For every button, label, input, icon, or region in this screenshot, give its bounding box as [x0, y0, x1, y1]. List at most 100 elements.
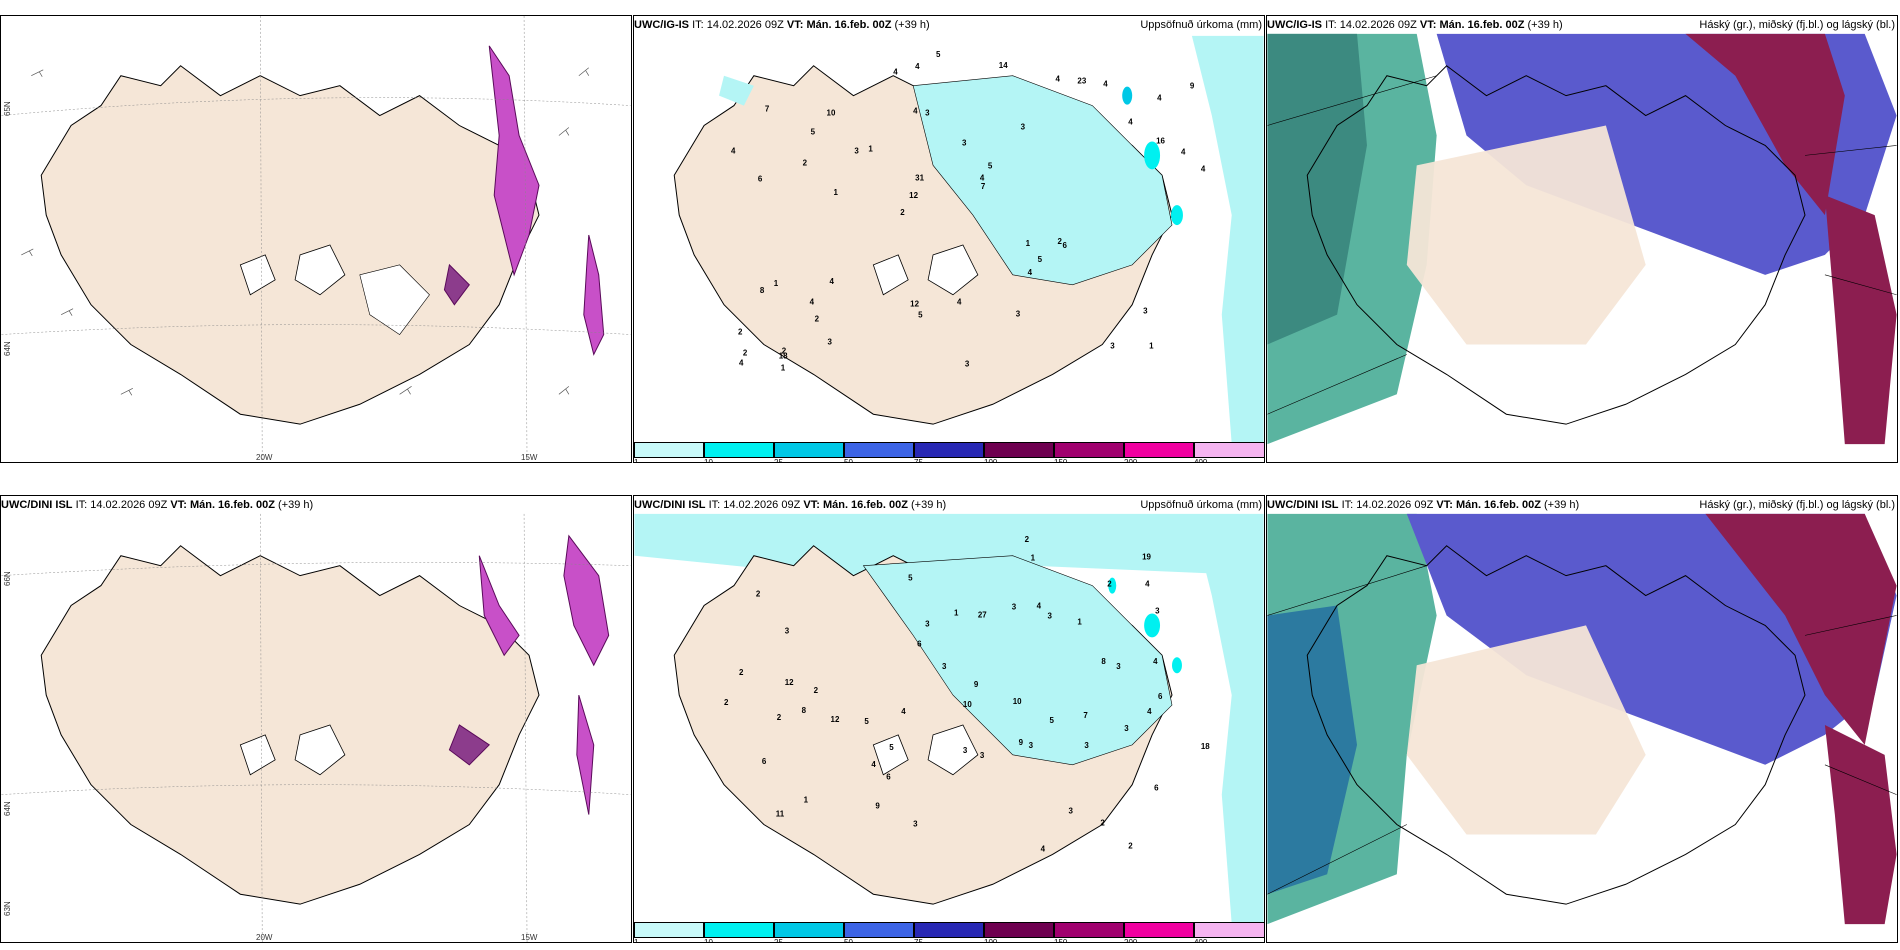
precip-value: 6: [1062, 241, 1067, 250]
colorbar-segment: [844, 442, 914, 458]
colorbar-tick: 400: [1194, 458, 1208, 463]
precip-value: 1: [781, 363, 786, 372]
precip-value: 1: [834, 188, 839, 197]
precip-value: 1: [804, 796, 809, 805]
precip-value: 4: [1128, 118, 1133, 127]
colorbar-segment: [704, 442, 774, 458]
precip-value: 10: [1013, 697, 1022, 706]
lat-label: 63N: [3, 901, 12, 916]
precip-value: 3: [925, 619, 930, 628]
model-name: UWC/IG-IS: [634, 19, 689, 31]
precip-value: 4: [1041, 844, 1046, 853]
precip-value: 5: [864, 717, 869, 726]
precip-value: 1: [1149, 342, 1154, 351]
colorbar-tick: 75: [914, 458, 923, 463]
cloud-panel-row1: UWC/IG-IS IT: 14.02.2026 09Z VT: Mán. 16…: [1266, 15, 1898, 463]
precip-value: 4: [1103, 80, 1108, 89]
precip-value: 6: [1158, 692, 1163, 701]
it-label: IT:: [708, 499, 721, 511]
precip-value: 3: [963, 746, 968, 755]
precip-value: 4: [915, 62, 920, 71]
precip-value: 9: [1019, 738, 1024, 747]
colorbar-tick: 150: [1054, 938, 1068, 943]
precip-title: Uppsöfnuð úrkoma (mm): [1140, 19, 1262, 31]
cloud-title: Háský (gr.), miðský (fj.bl.) og lágský (…: [1699, 499, 1895, 511]
precip-value: 2: [815, 315, 820, 324]
colorbar-segment: [1054, 442, 1124, 458]
colorbar-tick: 50: [844, 458, 853, 463]
precip-value: 19: [1142, 553, 1151, 562]
precip-value: 5: [918, 311, 923, 320]
precip-value: 2: [900, 208, 905, 217]
precip-value: 3: [1021, 122, 1026, 131]
colorbar-segment: [704, 922, 774, 938]
precip-value: 31: [915, 173, 924, 182]
precip-value: 4: [980, 173, 985, 182]
colorbar-tick: 50: [844, 938, 853, 943]
lead-time: (+39 h): [894, 19, 930, 31]
precip-value: 10: [963, 700, 972, 709]
precip-value: 4: [1157, 94, 1162, 103]
precip-value: 18: [1201, 742, 1210, 751]
precip-value: 2: [1107, 580, 1112, 589]
colorbar-segment: [984, 442, 1054, 458]
precip-value: 6: [917, 639, 922, 648]
precip-value: 3: [1155, 606, 1160, 615]
precip-value: 2: [756, 590, 761, 599]
precip-value: 4: [871, 760, 876, 769]
cloud-map-row2: [1267, 513, 1897, 942]
precip-value: 2: [743, 348, 748, 357]
precip-value: 10: [827, 109, 836, 118]
precip-value: 3: [785, 626, 790, 635]
precip-value: 3: [1116, 662, 1121, 671]
it-label: IT:: [692, 19, 704, 31]
precip-value: 4: [1028, 268, 1033, 277]
precip-value: 3: [1048, 611, 1053, 620]
colorbar-segment: [774, 922, 844, 938]
it-label: IT:: [1325, 19, 1337, 31]
precip-value: 4: [810, 298, 815, 307]
precip-colorbar: 1 10 25 50 75 100 150 200 400: [634, 440, 1264, 463]
cloud-map-row1: [1267, 33, 1897, 462]
colorbar-tick: 100: [984, 458, 998, 463]
colorbar-segment: [844, 922, 914, 938]
precip-value: 4: [1145, 580, 1150, 589]
precip-title: Uppsöfnuð úrkoma (mm): [1140, 499, 1262, 511]
wind-map-row1: [1, 16, 631, 462]
vt-label: VT: Mán. 16.feb. 00Z: [1436, 499, 1541, 511]
colorbar-segment: [914, 922, 984, 938]
lead-time: (+39 h): [1527, 19, 1563, 31]
precip-value: 2: [814, 686, 819, 695]
precip-value: 3: [1084, 741, 1089, 750]
colorbar-tick: 10: [704, 458, 713, 463]
precip-value: 5: [908, 574, 913, 583]
precip-value: 3: [1016, 310, 1021, 319]
it-value: 14.02.2026 09Z: [90, 499, 168, 511]
precip-value: 6: [886, 773, 891, 782]
colorbar-segment: [774, 442, 844, 458]
precip-value: 2: [777, 713, 782, 722]
precip-header-row1: UWC/IG-IS IT: 14.02.2026 09Z VT: Mán. 16…: [634, 16, 1264, 34]
colorbar-segment: [1054, 922, 1124, 938]
vt-label: VT: Mán. 16.feb. 00Z: [786, 19, 892, 31]
colorbar-segment: [634, 442, 704, 458]
precip-value: 4: [1037, 601, 1042, 610]
precip-value: 4: [1153, 657, 1158, 666]
cloud-title: Háský (gr.), miðský (fj.bl.) og lágský (…: [1699, 19, 1895, 31]
colorbar-tick: 1: [634, 458, 639, 463]
precip-value: 9: [875, 802, 880, 811]
colorbar-tick: 150: [1054, 458, 1068, 463]
precip-value: 3: [913, 820, 918, 829]
precip-value: 2: [738, 328, 743, 337]
precip-value: 4: [739, 358, 744, 367]
precip-value: 4: [893, 68, 898, 77]
colorbar-tick: 200: [1124, 458, 1138, 463]
precip-value: 3: [854, 146, 859, 155]
colorbar-segment: [1124, 922, 1194, 938]
wind-header-row2: UWC/DINI ISL IT: 14.02.2026 09Z VT: Mán.…: [1, 496, 631, 514]
precip-value: 3: [962, 138, 967, 147]
lat-label: 66N: [3, 571, 12, 586]
precip-value: 7: [981, 182, 986, 191]
precip-value: 2: [724, 698, 729, 707]
